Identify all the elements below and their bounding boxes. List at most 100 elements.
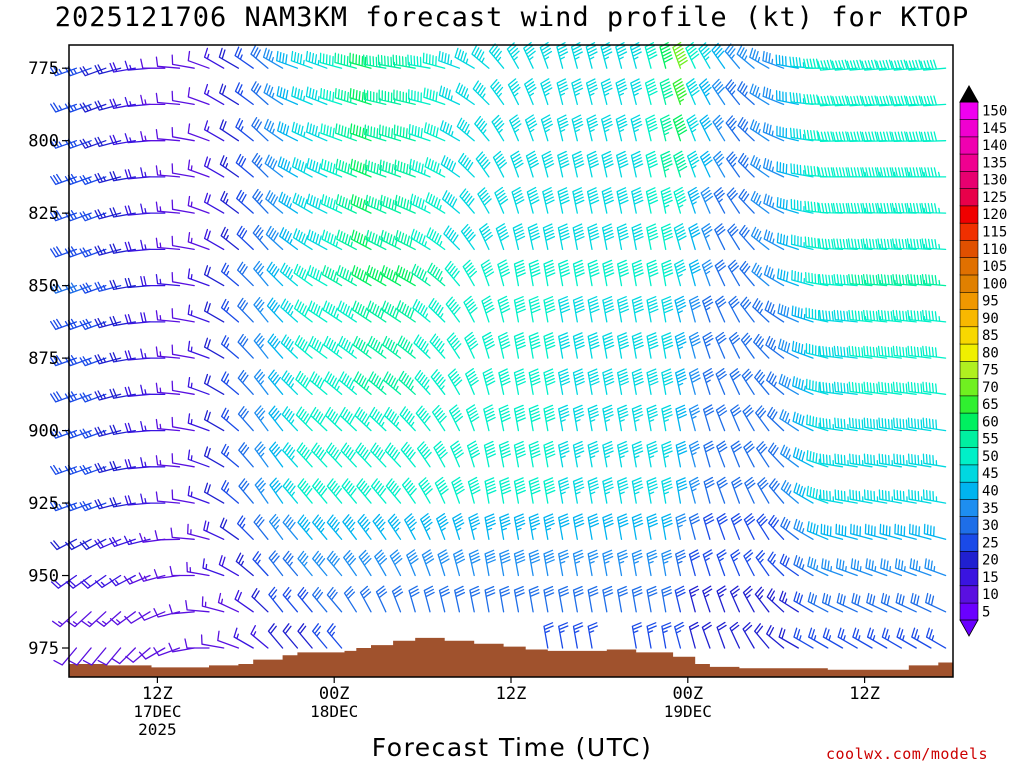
wind-barb	[646, 513, 658, 540]
wind-barb	[448, 404, 464, 432]
wind-barb	[776, 125, 799, 142]
wind-barb	[469, 585, 481, 613]
wind-barb	[155, 382, 181, 395]
wind-barb	[661, 296, 674, 323]
wind-barb	[338, 335, 357, 359]
wind-barb	[880, 592, 903, 613]
wind-barb	[728, 295, 741, 323]
wind-barb	[528, 440, 541, 468]
wind-barb	[766, 371, 785, 395]
wind-barb	[171, 380, 195, 395]
wind-barb	[645, 150, 658, 178]
wind-barb	[187, 87, 210, 106]
wind-barb	[203, 446, 225, 468]
wind-barb	[702, 368, 714, 395]
wind-barb	[866, 592, 888, 613]
wind-barb	[731, 476, 743, 504]
wind-barb	[572, 513, 585, 540]
wind-barb	[730, 513, 743, 540]
wind-barb	[109, 62, 136, 73]
colorbar-label: 115	[982, 225, 1007, 241]
wind-barb	[806, 485, 829, 504]
wind-barb	[467, 476, 481, 504]
wind-barb	[109, 536, 136, 548]
wind-barb	[497, 259, 511, 287]
wind-barb	[586, 150, 600, 178]
wind-barb	[849, 453, 873, 468]
wind-barb	[862, 273, 888, 287]
wind-barb	[894, 523, 917, 540]
colorbar-label: 145	[982, 121, 1007, 137]
wind-barb	[572, 187, 585, 214]
wind-barb	[279, 227, 299, 251]
wind-barb	[186, 561, 210, 577]
wind-barb	[907, 273, 932, 287]
wind-barb	[484, 477, 497, 504]
wind-barb	[370, 442, 387, 468]
wind-barb	[688, 585, 700, 613]
wind-barb	[401, 477, 417, 504]
wind-barb	[818, 238, 844, 251]
wind-barb	[749, 83, 770, 106]
credit-link[interactable]: coolwx.com/models	[826, 745, 989, 763]
wind-barb	[483, 404, 496, 432]
wind-barb	[749, 119, 770, 142]
wind-barb	[780, 516, 799, 540]
wind-barb	[282, 586, 299, 613]
wind-barb	[847, 131, 873, 142]
wind-barb	[778, 627, 799, 649]
wind-barb	[572, 332, 585, 359]
colorbar-label: 75	[982, 363, 999, 379]
wind-barb	[539, 41, 553, 69]
wind-barb	[892, 238, 917, 251]
wind-barb	[513, 477, 526, 504]
wind-barb	[716, 585, 727, 613]
wind-barb	[817, 167, 844, 178]
wind-barb	[511, 186, 525, 214]
wind-barb	[601, 150, 614, 178]
wind-barb	[750, 226, 770, 251]
wind-barb	[187, 413, 210, 432]
wind-barb	[171, 416, 195, 432]
colorbar-swatch	[959, 446, 979, 466]
wind-barb	[305, 86, 328, 106]
wind-barb	[370, 478, 387, 504]
wind-barb	[237, 297, 254, 323]
colorbar-swatch	[959, 170, 979, 190]
wind-barb	[357, 513, 372, 540]
wind-barb	[675, 549, 687, 577]
wind-barb	[50, 428, 78, 439]
wind-barb	[543, 477, 556, 504]
wind-barb	[817, 95, 844, 107]
wind-barb	[543, 440, 556, 468]
wind-barb	[465, 368, 479, 395]
wind-barb	[728, 331, 741, 359]
wind-barb	[763, 229, 785, 251]
wind-barb	[319, 87, 343, 106]
wind-barb	[236, 225, 254, 251]
wind-barb	[673, 150, 688, 178]
wind-barb	[905, 95, 932, 107]
wind-barb	[528, 332, 541, 359]
wind-barb	[661, 440, 673, 468]
wind-barb	[793, 518, 814, 540]
wind-barb	[394, 229, 416, 251]
wind-barb	[219, 119, 240, 142]
wind-barb	[646, 259, 659, 287]
wind-barb	[891, 131, 917, 142]
wind-barb	[803, 129, 829, 142]
wind-barb	[478, 223, 493, 251]
wind-barb	[220, 407, 240, 432]
wind-barb	[602, 477, 614, 504]
wind-barb	[308, 335, 328, 359]
wind-barb	[418, 477, 433, 504]
wind-barb	[254, 441, 269, 468]
wind-barb	[512, 223, 526, 251]
wind-barb	[543, 296, 556, 323]
wind-barb	[277, 156, 299, 178]
wind-barb	[410, 228, 431, 251]
wind-barb	[644, 42, 658, 69]
wind-barb	[922, 417, 947, 432]
wind-barb	[79, 318, 107, 331]
wind-barb	[203, 520, 225, 540]
